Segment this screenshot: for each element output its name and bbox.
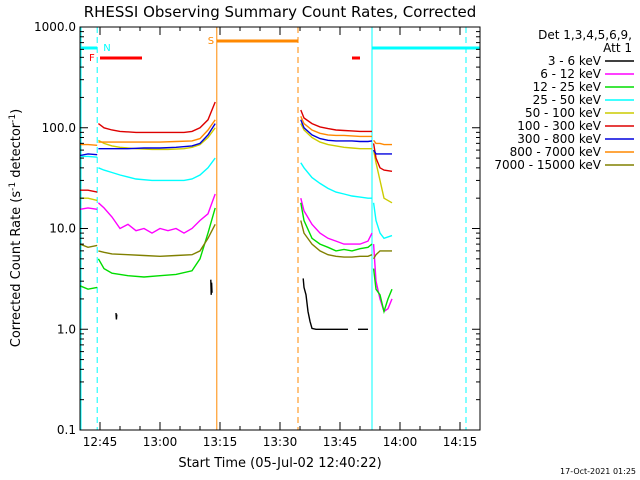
series-segment <box>115 312 118 320</box>
series-segment <box>98 127 216 151</box>
x-tick-label: 13:45 <box>323 435 358 449</box>
series-segment <box>79 153 98 157</box>
series-segment <box>373 139 392 146</box>
plot-frame <box>79 26 481 431</box>
y-axis-label: Corrected Count Rate (s-1 detector-1) <box>8 109 24 347</box>
legend-label: 6 - 12 keV <box>540 67 602 81</box>
series-segment <box>98 157 216 182</box>
flare-marker-label: F <box>89 53 95 64</box>
y-label-sup-1: -1 <box>8 182 18 191</box>
x-tick-label: 14:00 <box>383 435 418 449</box>
series-segment <box>80 143 98 146</box>
x-tick-label: 12:45 <box>83 435 118 449</box>
legend-label: 100 - 300 keV <box>517 119 601 133</box>
legend-label: 800 - 7000 keV <box>510 145 602 159</box>
footer-timestamp: 17-Oct-2021 01:25 <box>560 467 636 476</box>
legend-label: 3 - 6 keV <box>548 54 602 68</box>
x-axis: 12:45 13:00 13:15 13:30 13:45 14:00 14:15 <box>79 27 481 449</box>
y-axis: 1000.0 100.0 10.0 1.0 0.1 <box>34 20 480 437</box>
y-label-sup-2: -1 <box>8 114 18 123</box>
x-axis-label: Start Time (05-Jul-02 12:40:22) <box>178 456 381 471</box>
x-tick-label: 13:15 <box>203 435 238 449</box>
series-segment <box>373 149 392 155</box>
series-segment <box>80 155 98 158</box>
series-segment <box>372 149 393 204</box>
series-segment <box>98 119 216 143</box>
series-segment <box>300 202 373 252</box>
y-label-mid: detector <box>9 122 24 182</box>
series-7 <box>79 119 392 157</box>
night-marker-label: N <box>103 43 110 54</box>
legend-header-attenuator: Att 1 <box>603 41 632 55</box>
series-4 <box>80 155 393 240</box>
series-segment <box>300 123 372 150</box>
y-tick-label: 1000.0 <box>34 20 76 34</box>
series-3 <box>79 202 393 315</box>
x-tick-label: 14:15 <box>443 435 478 449</box>
series-segment <box>372 268 393 315</box>
series-8 <box>80 116 392 146</box>
series-segment <box>300 109 372 133</box>
series-segment <box>300 220 373 258</box>
series-5 <box>80 123 393 204</box>
series-segment <box>300 198 373 245</box>
legend-label: 7000 - 15000 keV <box>494 158 601 172</box>
series-segment <box>210 279 213 295</box>
series-segment <box>300 119 373 143</box>
series-segment <box>97 101 216 134</box>
marker-layer: N S F <box>80 27 480 430</box>
series-segment <box>98 223 216 258</box>
legend-label: 25 - 50 keV <box>533 93 602 107</box>
x-tick-label: 13:00 <box>143 435 178 449</box>
y-tick-label: 0.1 <box>57 423 76 437</box>
series-segment <box>98 123 216 150</box>
legend-label: 300 - 800 keV <box>517 132 601 146</box>
y-label-end: ) <box>9 109 24 114</box>
series-segment <box>372 250 392 260</box>
series-9 <box>79 220 392 260</box>
series-segment <box>372 202 393 240</box>
series-segment <box>79 285 98 290</box>
legend-header-detectors: Det 1,3,4,5,6,9, <box>538 28 632 42</box>
series-segment <box>302 278 348 330</box>
y-tick-label: 100.0 <box>42 121 76 135</box>
series-segment <box>79 243 98 249</box>
x-tick-label: 13:30 <box>263 435 298 449</box>
series-segment <box>300 162 372 199</box>
y-tick-label: 10.0 <box>49 222 76 236</box>
series-2 <box>79 193 393 313</box>
y-label-main: Corrected Count Rate (s <box>9 191 24 348</box>
series-layer <box>79 101 393 330</box>
series-segment <box>79 207 98 210</box>
series-segment <box>97 207 216 278</box>
legend-label: 50 - 100 keV <box>525 106 602 120</box>
series-1 <box>115 278 368 330</box>
series-segment <box>97 193 216 234</box>
series-segment <box>300 116 372 138</box>
y-tick-label: 1.0 <box>57 322 76 336</box>
series-segment <box>80 189 98 193</box>
chart-title: RHESSI Observing Summary Count Rates, Co… <box>84 3 477 21</box>
legend-label: 12 - 25 keV <box>533 80 602 94</box>
saa-marker-label: S <box>208 36 214 47</box>
